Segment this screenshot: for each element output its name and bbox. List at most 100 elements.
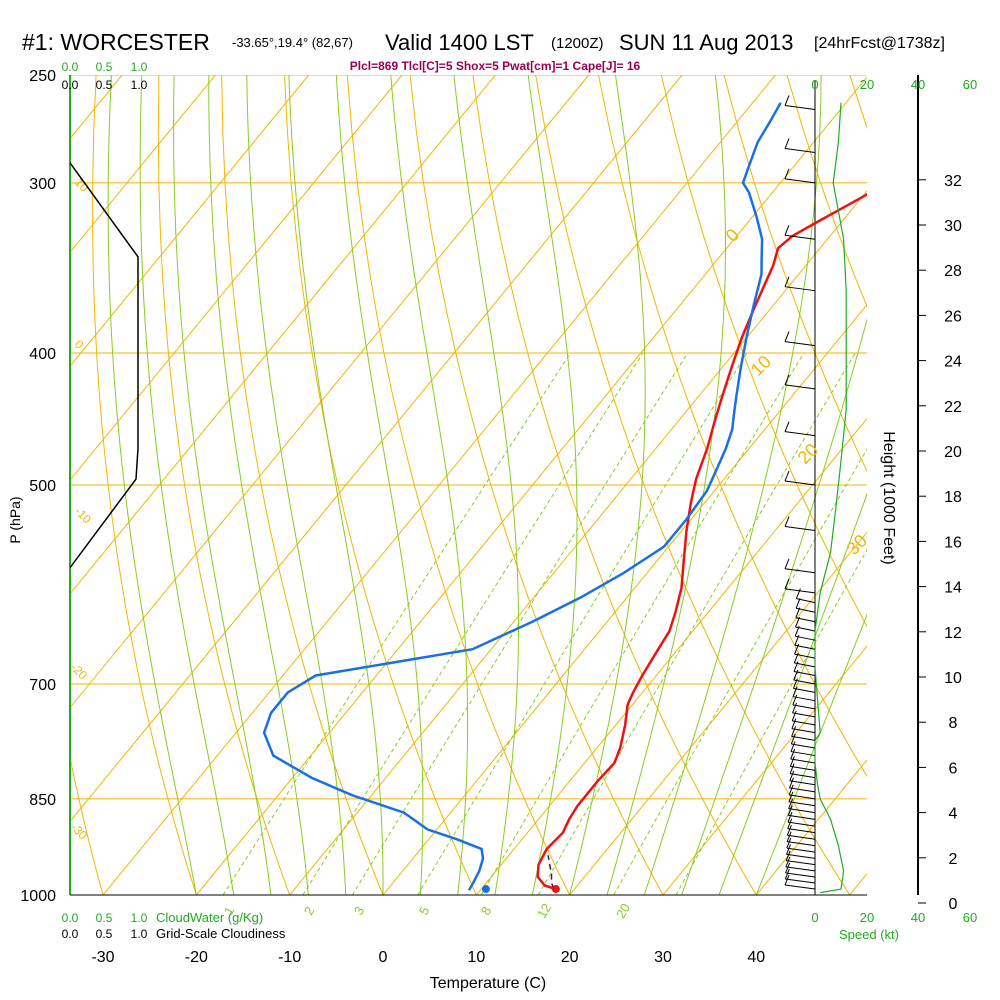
pressure-tick-label: 500 (29, 478, 56, 495)
mixing-ratio-label: 20 (613, 901, 633, 921)
wind-barb-flag (789, 770, 795, 781)
speed-top-tick: 60 (963, 77, 977, 92)
wind-barb-flag (784, 331, 790, 342)
height-tick-label: 6 (949, 760, 958, 777)
y-axis-title: P (hPa) (7, 496, 23, 543)
cloudiness-top-tick: 1.0 (131, 78, 148, 92)
pressure-tick-label: 400 (29, 346, 56, 363)
isotherm-line (382, 303, 867, 895)
wind-barb-shaft (793, 687, 816, 693)
mixing-ratio-line (222, 352, 571, 895)
wind-barb-shaft (790, 758, 816, 764)
cloudiness-bottom-tick: 0.0 (62, 927, 79, 941)
wind-barb-shaft (791, 735, 816, 741)
forecast-date: SUN 11 Aug 2013 (619, 30, 794, 55)
utc-time: (1200Z) (551, 35, 604, 52)
wind-barb-flag (784, 868, 790, 880)
wind-barb-flag (792, 678, 798, 689)
mixing-ratio-line (351, 352, 689, 895)
dry-adiabat-line (70, 755, 104, 895)
wind-barb-shaft (788, 814, 816, 820)
forecast-run: [24hrFcst@1738z] (814, 35, 945, 52)
mixing-ratio-line (480, 352, 805, 895)
mixing-ratio-label: 8 (478, 904, 495, 918)
temperature-tick-label: 20 (561, 949, 579, 966)
moist-adiabat-line (288, 75, 384, 895)
wind-barb-shaft (785, 866, 816, 872)
isotherm-line (0, 75, 29, 895)
cloudwater-bottom-tick: 0.0 (62, 911, 79, 925)
height-tick-label: 30 (944, 218, 962, 235)
adiabat-label: -20 (68, 660, 90, 682)
cloudwater-top-tick: 0.5 (96, 60, 113, 74)
cloudwater-bottom-tick: 1.0 (131, 911, 148, 925)
wind-barb-flag (791, 726, 797, 737)
wind-barb-flag (786, 831, 792, 842)
isotherm-line (70, 75, 496, 595)
dewpoint-line (262, 102, 782, 891)
moist-adiabat-line (527, 75, 578, 895)
wind-barb-shaft (793, 671, 816, 677)
wind-barb-shaft (784, 234, 816, 240)
wind-barb-shaft (795, 617, 816, 623)
wind-barb-shaft (794, 653, 816, 659)
wind-barb-shaft (787, 841, 816, 847)
wind-barb-flag (784, 138, 790, 149)
moist-adiabat-line (681, 317, 867, 895)
wind-barb-shaft (784, 178, 816, 184)
wind-barb-shaft (793, 679, 816, 685)
wind-barb-shaft (784, 104, 816, 110)
wind-barb-flag (784, 95, 790, 106)
mixing-ratio-line (537, 352, 856, 895)
pressure-tick-label: 1000 (20, 888, 56, 905)
isotherm-label: 30 (843, 531, 871, 559)
wind-barb-flag (784, 168, 790, 180)
moist-adiabat-line (208, 75, 309, 895)
height-tick-label: 24 (944, 354, 962, 371)
wind-barb-shaft (789, 794, 816, 800)
surface-temperature-marker (551, 885, 560, 894)
isotherm-label: 0 (722, 225, 743, 246)
cloudiness-top-tick: 0.5 (96, 78, 113, 92)
wind-barb-flag (792, 694, 798, 706)
dry-adiabat-line (660, 75, 867, 628)
cloudiness-line (70, 162, 139, 569)
wind-barb-shaft (787, 821, 816, 827)
temperature-tick-label: -30 (91, 949, 114, 966)
adiabat-label: 0 (72, 337, 87, 352)
speed-bottom-tick: 0 (811, 910, 818, 925)
wind-barb-flag (784, 421, 790, 432)
wind-barb-flag (788, 798, 794, 809)
wind-barb-flag (792, 686, 798, 697)
wind-barb-flag (788, 791, 794, 802)
isotherm-label: 10 (747, 352, 775, 380)
wind-barb-shaft (784, 341, 816, 347)
wind-barb-flag (785, 856, 791, 868)
wind-barb-shaft (784, 148, 816, 153)
wind-barbs (784, 95, 816, 890)
temperature-tick-label: -20 (185, 949, 208, 966)
height-tick-label: 14 (944, 580, 962, 597)
cloudiness-bottom-tick: 1.0 (131, 927, 148, 941)
wind-barb-shaft (790, 773, 816, 779)
wind-barb-shaft (795, 635, 816, 641)
surface-dewpoint-marker (481, 885, 490, 894)
moist-adiabat-line (643, 75, 822, 895)
grid-layer (0, 75, 919, 896)
wind-barb-shaft (784, 526, 816, 532)
moist-adiabat-line (569, 75, 646, 895)
cloudwater-top-tick: 0.0 (62, 60, 79, 74)
cloudiness-bottom-tick: 0.5 (96, 927, 113, 941)
isotherm-line (70, 75, 590, 709)
wind-barb-shaft (791, 728, 816, 734)
moist-adiabat-line (173, 75, 272, 895)
isotherm-line (662, 645, 867, 895)
mixing-ratio-line (302, 352, 644, 895)
height-tick-label: 26 (944, 308, 962, 325)
pressure-tick-label: 700 (29, 677, 56, 694)
height-tick-label: 8 (949, 715, 958, 732)
temperature-tick-label: 40 (747, 949, 765, 966)
wind-barb-flag (784, 374, 790, 386)
